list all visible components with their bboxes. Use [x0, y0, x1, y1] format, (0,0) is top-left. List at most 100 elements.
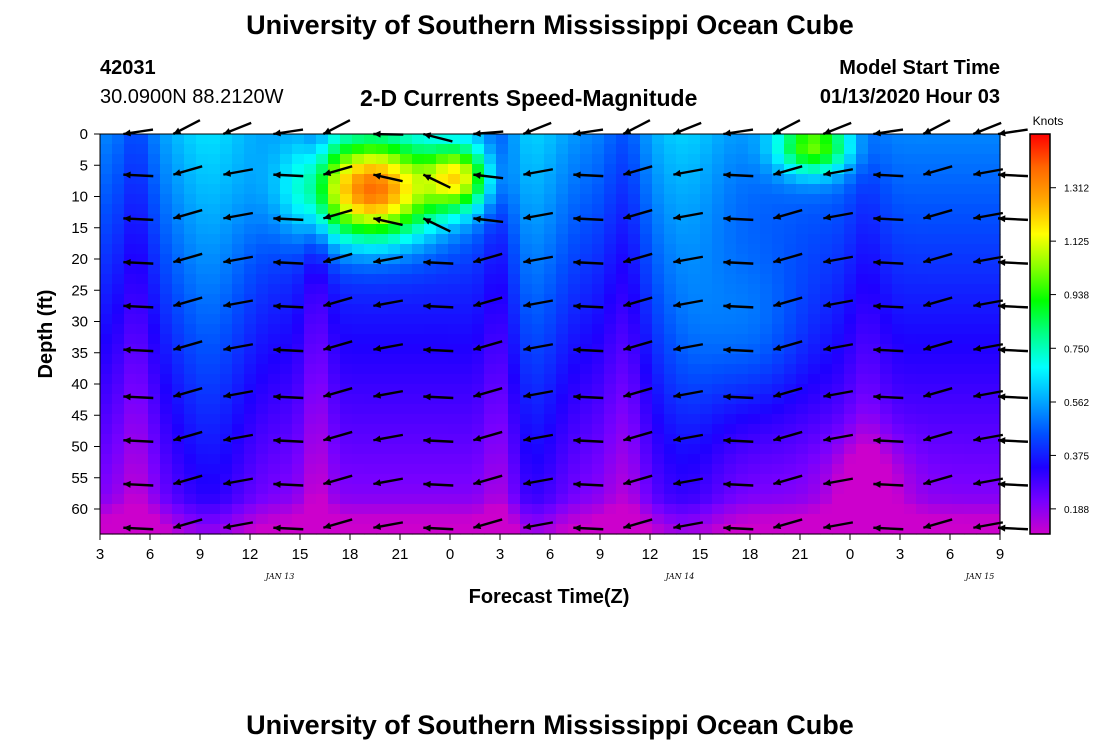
heatmap-cell — [592, 224, 605, 235]
heatmap-cell — [664, 464, 677, 475]
heatmap-cell — [976, 294, 989, 305]
heatmap-cell — [832, 334, 845, 345]
heatmap-cell — [208, 174, 221, 185]
heatmap-cell — [616, 284, 629, 295]
heatmap-cell — [760, 404, 773, 415]
heatmap-cell — [832, 444, 845, 455]
heatmap-cell — [832, 324, 845, 335]
heatmap-cell — [220, 214, 233, 225]
heatmap-cell — [580, 464, 593, 475]
current-arrow — [823, 433, 854, 443]
heatmap-cell — [772, 464, 785, 475]
heatmap-cell — [496, 254, 509, 265]
heatmap-cell — [964, 474, 977, 485]
heatmap-cell — [496, 494, 509, 505]
heatmap-cell — [784, 444, 797, 455]
heatmap-cell — [304, 414, 317, 425]
heatmap-cell — [904, 504, 917, 515]
heatmap-cell — [676, 144, 689, 155]
heatmap-cell — [580, 394, 593, 405]
heatmap-cell — [196, 484, 209, 495]
heatmap-cell — [364, 224, 377, 235]
heatmap-cell — [364, 314, 377, 325]
heatmap-cell — [736, 474, 749, 485]
heatmap-cell — [160, 504, 173, 515]
heatmap-cell — [364, 274, 377, 285]
heatmap-cell — [640, 374, 653, 385]
heatmap-cell — [880, 284, 893, 295]
heatmap-cell — [748, 494, 761, 505]
heatmap-cell — [424, 354, 437, 365]
heatmap-cell — [820, 244, 833, 255]
heatmap-cell — [652, 264, 665, 275]
heatmap-cell — [760, 524, 773, 535]
heatmap-cell — [628, 284, 641, 295]
heatmap-cell — [904, 474, 917, 485]
heatmap-cell — [460, 304, 473, 315]
heatmap-cell — [448, 334, 461, 345]
heatmap-cell — [928, 184, 941, 195]
heatmap-cell — [172, 444, 185, 455]
heatmap-cell — [148, 224, 161, 235]
heatmap-cell — [568, 294, 581, 305]
heatmap-cell — [772, 364, 785, 375]
heatmap-cell — [676, 514, 689, 525]
current-arrow — [773, 474, 803, 486]
heatmap-cell — [916, 224, 929, 235]
current-arrow — [823, 477, 854, 487]
heatmap-cell — [400, 374, 413, 385]
current-arrow — [923, 296, 953, 308]
heatmap-cell — [904, 314, 917, 325]
heatmap-cell — [940, 224, 953, 235]
heatmap-cell — [388, 494, 401, 505]
heatmap-cell — [640, 164, 653, 175]
y-tick-label: 45 — [71, 407, 88, 424]
heatmap-cell — [448, 424, 461, 435]
heatmap-cell — [424, 294, 437, 305]
heatmap-cell — [940, 174, 953, 185]
heatmap-cell — [904, 194, 917, 205]
heatmap-cell — [520, 234, 533, 245]
heatmap-cell — [388, 164, 401, 175]
heatmap-cell — [520, 264, 533, 275]
heatmap-cell — [448, 374, 461, 385]
heatmap-cell — [760, 424, 773, 435]
heatmap-cell — [832, 304, 845, 315]
current-arrow — [573, 302, 604, 310]
heatmap-cell — [172, 324, 185, 335]
heatmap-cell — [268, 264, 281, 275]
heatmap-cell — [196, 514, 209, 525]
heatmap-cell — [292, 244, 305, 255]
heatmap-cell — [388, 264, 401, 275]
y-tick-label: 0 — [80, 126, 88, 143]
heatmap-cell — [520, 324, 533, 335]
heatmap-cell — [268, 234, 281, 245]
heatmap-cell — [976, 374, 989, 385]
heatmap-cell — [256, 324, 269, 335]
heatmap-cell — [196, 464, 209, 475]
heatmap-cell — [268, 474, 281, 485]
heatmap-cell — [880, 274, 893, 285]
heatmap-cell — [328, 474, 341, 485]
heatmap-cell — [256, 264, 269, 275]
heatmap-cell — [904, 494, 917, 505]
heatmap-cell — [424, 334, 437, 345]
heatmap-cell — [760, 264, 773, 275]
heatmap-cell — [364, 174, 377, 185]
colorbar-tick-label: 1.125 — [1064, 237, 1089, 248]
heatmap-cell — [376, 154, 389, 165]
heatmap-cell — [136, 184, 149, 195]
heatmap-cell — [544, 494, 557, 505]
heatmap-cell — [556, 204, 569, 215]
heatmap-cell — [472, 464, 485, 475]
heatmap-cell — [388, 144, 401, 155]
heatmap-cell — [808, 154, 821, 165]
heatmap-cell — [988, 294, 1001, 305]
current-arrow — [123, 302, 154, 310]
heatmap-cell — [736, 284, 749, 295]
heatmap-cell — [352, 364, 365, 375]
heatmap-cell — [340, 314, 353, 325]
heatmap-cell — [676, 224, 689, 235]
current-arrow — [423, 393, 454, 401]
heatmap-cell — [292, 274, 305, 285]
